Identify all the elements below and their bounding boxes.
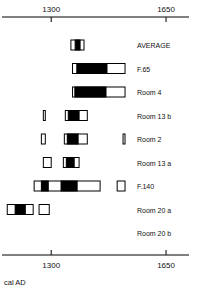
range-box	[43, 158, 51, 168]
row-label: Room 13 b	[137, 113, 171, 120]
range-box	[73, 87, 125, 97]
row-label: AVERAGE	[137, 42, 171, 49]
range-box	[73, 64, 125, 74]
x-tick-label: 1650	[157, 261, 175, 270]
range-box	[7, 205, 33, 215]
range-box	[71, 40, 84, 50]
core-box	[66, 158, 74, 168]
core-box	[75, 87, 106, 97]
x-tick	[166, 250, 167, 255]
marks	[7, 40, 125, 215]
x-axis-line	[2, 255, 189, 256]
range-box	[117, 181, 125, 191]
row-label: F.140	[137, 183, 154, 190]
core-box	[61, 181, 77, 191]
row-label: F.65	[137, 66, 150, 73]
range-box	[34, 181, 100, 191]
x-tick	[166, 17, 167, 22]
range-box	[64, 134, 87, 144]
chart: 1300 1650 1300 1650 cal AD AVERAGE F.65 Room 4 R…	[0, 0, 200, 302]
range-box	[123, 134, 125, 144]
row-label: Room 13 a	[137, 160, 171, 167]
x-tick	[51, 17, 52, 22]
x-axis-line	[2, 17, 189, 18]
range-box	[65, 111, 87, 121]
x-axis-label: cal AD	[4, 278, 26, 287]
core-box	[68, 111, 79, 121]
core-box	[41, 181, 48, 191]
core-box	[67, 134, 78, 144]
x-tick	[51, 250, 52, 255]
range-box	[41, 134, 45, 144]
range-box	[63, 158, 79, 168]
row-label: Room 2	[137, 136, 162, 143]
core-box	[75, 40, 80, 50]
range-box	[39, 205, 49, 215]
core-box	[15, 205, 25, 215]
x-tick-label: 1650	[157, 5, 175, 14]
core-box	[77, 64, 107, 74]
x-tick-label: 1300	[42, 261, 60, 270]
row-label: Room 20 b	[137, 230, 171, 237]
range-box	[43, 111, 45, 121]
row-label: Room 20 a	[137, 207, 171, 214]
row-label: Room 4	[137, 89, 162, 96]
x-tick-label: 1300	[42, 5, 60, 14]
